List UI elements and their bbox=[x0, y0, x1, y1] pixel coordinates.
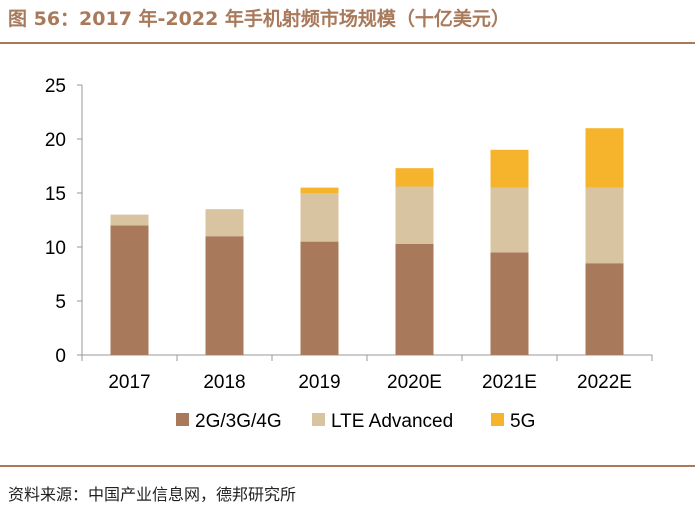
y-tick-label: 10 bbox=[45, 238, 66, 259]
bar-segment-2g-3g-4g bbox=[300, 241, 339, 355]
bar-segment-lte-advanced bbox=[490, 187, 529, 253]
x-tick-label: 2021E bbox=[482, 372, 537, 393]
legend-label: LTE Advanced bbox=[331, 411, 453, 432]
legend-label: 2G/3G/4G bbox=[195, 411, 282, 432]
bar-segment-lte-advanced bbox=[300, 193, 339, 242]
bar-segment-lte-advanced bbox=[110, 214, 149, 226]
bar-segment-2g-3g-4g bbox=[585, 263, 624, 355]
bar-segment-2g-3g-4g bbox=[205, 236, 244, 355]
legend-swatch bbox=[176, 413, 189, 426]
chart-title: 图 56：2017 年-2022 年手机射频市场规模（十亿美元） bbox=[8, 8, 510, 30]
x-tick-label: 2022E bbox=[577, 372, 632, 393]
bar-segment-2g-3g-4g bbox=[395, 243, 434, 355]
legend-swatch bbox=[312, 413, 325, 426]
bar-segment-5g bbox=[585, 128, 624, 188]
y-tick-label: 15 bbox=[45, 184, 66, 205]
stacked-bar-chart: 0 5 10 15 20 25 2017 2018 2019 2020E 2021E 2022E 2G/… bbox=[45, 76, 653, 432]
y-tick-label: 20 bbox=[45, 130, 66, 151]
bar-segment-lte-advanced bbox=[205, 209, 244, 237]
bar-segment-2g-3g-4g bbox=[110, 225, 149, 355]
bar-segment-lte-advanced bbox=[395, 186, 434, 244]
source-note: 资料来源：中国产业信息网，德邦研究所 bbox=[8, 485, 297, 504]
legend-label: 5G bbox=[510, 411, 535, 432]
x-tick-label: 2017 bbox=[108, 372, 150, 393]
y-tick-label: 0 bbox=[55, 346, 66, 367]
x-tick-label: 2018 bbox=[203, 372, 245, 393]
x-tick-label: 2019 bbox=[298, 372, 340, 393]
bar-segment-5g bbox=[300, 187, 339, 193]
bar-segment-5g bbox=[490, 149, 529, 188]
legend-swatch bbox=[491, 413, 504, 426]
y-tick-label: 25 bbox=[45, 76, 66, 97]
bar-segment-lte-advanced bbox=[585, 187, 624, 264]
footer-divider bbox=[0, 465, 695, 467]
bar-segment-2g-3g-4g bbox=[490, 252, 529, 355]
title-divider bbox=[0, 42, 695, 44]
y-tick-label: 5 bbox=[55, 292, 66, 313]
x-tick-label: 2020E bbox=[387, 372, 442, 393]
bar-segment-5g bbox=[395, 168, 434, 187]
